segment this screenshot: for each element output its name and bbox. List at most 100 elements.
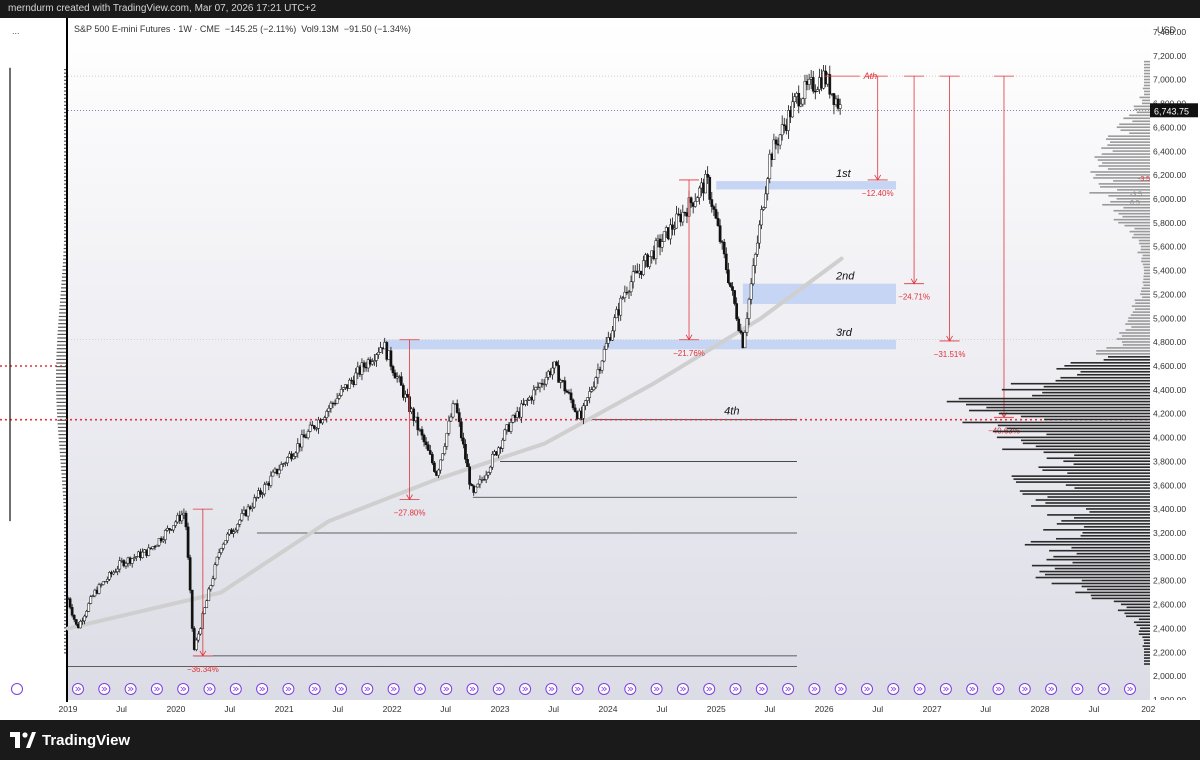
candle-body xyxy=(811,77,815,92)
bottom-bar xyxy=(0,720,1200,760)
candle-body xyxy=(416,416,420,431)
candle-body xyxy=(85,611,88,617)
volume-profile-bar xyxy=(1100,186,1150,188)
left-volume-bar xyxy=(57,423,66,425)
current-price-badge[interactable] xyxy=(1150,103,1198,118)
candle-body xyxy=(536,386,540,389)
candle-body xyxy=(87,603,91,612)
candle-body xyxy=(302,434,306,438)
candle-body xyxy=(186,526,190,558)
candle-body xyxy=(97,584,101,594)
volume-profile-bar xyxy=(966,403,1150,406)
change-value: −145.25 (−2.11%) xyxy=(224,24,297,34)
left-volume-bar xyxy=(56,383,66,386)
volume-profile-bar xyxy=(1043,451,1150,454)
price-tick-label: 3,000.00 xyxy=(1153,552,1186,562)
candle-body xyxy=(91,595,95,597)
candle-body xyxy=(370,361,374,365)
volume-profile-bar xyxy=(1136,624,1150,627)
candle-body xyxy=(737,318,741,331)
volume-profile-bar xyxy=(1021,439,1150,442)
candle-body xyxy=(134,556,138,558)
event-icon-glyph xyxy=(364,686,371,692)
volume-profile-bar xyxy=(1075,591,1150,594)
candle-body xyxy=(743,332,747,349)
candle-body xyxy=(654,240,658,260)
volume-profile-bar xyxy=(1087,588,1150,591)
left-event-icon[interactable] xyxy=(11,683,23,695)
volume-profile-bar xyxy=(1077,373,1150,376)
candle-body xyxy=(606,337,610,344)
volume-profile-bar xyxy=(1118,212,1150,215)
candle-body xyxy=(339,389,343,396)
candle-body xyxy=(791,101,794,118)
left-volume-bar xyxy=(64,584,66,586)
volume-profile-bar xyxy=(1143,278,1150,281)
candle-body xyxy=(83,615,86,622)
left-volume-bar xyxy=(64,129,66,132)
tradingview-logo-icon xyxy=(10,732,36,748)
volume-profile-bar xyxy=(1110,141,1150,143)
left-volume-bar xyxy=(64,136,66,139)
volume-profile-bar xyxy=(1144,657,1150,659)
candle-body xyxy=(611,330,614,341)
event-icon-glyph xyxy=(75,686,82,692)
event-icon-glyph xyxy=(1022,686,1028,692)
candle-body xyxy=(439,459,442,471)
volume-value: Vol9.13M xyxy=(301,24,339,34)
left-volume-bar xyxy=(60,462,66,464)
candle-body xyxy=(538,383,542,388)
candle-body xyxy=(209,585,213,590)
volume-profile-bar xyxy=(1142,281,1150,284)
candle-body xyxy=(753,254,757,266)
volume-profile-bar xyxy=(1144,66,1150,69)
candle-body xyxy=(445,433,449,447)
left-volume-bar xyxy=(64,154,66,157)
candle-body xyxy=(412,408,416,421)
candle-body xyxy=(451,403,455,418)
volume-profile-bar xyxy=(1006,427,1150,430)
drawdown-arrowhead xyxy=(874,174,882,181)
candle-body xyxy=(594,377,598,388)
left-volume-bar xyxy=(64,569,66,572)
candle-body xyxy=(803,81,807,99)
chart-svg[interactable]: 1st 2nd 3rd 4th −36.34% −27.80% −21.76% −12.40%… xyxy=(0,0,1200,720)
time-tick-label: 2021 xyxy=(275,704,294,714)
volume-profile-bar xyxy=(1065,484,1150,486)
drawdown-arrowhead xyxy=(946,335,953,342)
candle-body xyxy=(306,431,310,439)
candle-body xyxy=(749,283,753,300)
left-volume-bar xyxy=(56,401,66,403)
left-volume-bar xyxy=(56,408,66,411)
volume-profile-bar xyxy=(1035,499,1150,501)
candle-body xyxy=(751,265,755,285)
left-volume-bar xyxy=(64,230,66,232)
left-menu-icon[interactable]: ... xyxy=(12,26,20,36)
candle-body xyxy=(557,365,560,383)
event-icon-glyph xyxy=(417,686,424,692)
volume-profile-bar xyxy=(1035,445,1150,448)
volume-profile-bar xyxy=(1097,159,1150,161)
tradingview-logo[interactable]: TradingView xyxy=(10,729,130,751)
price-tick-label: 2,200.00 xyxy=(1153,647,1186,657)
volume-profile-bar xyxy=(1116,338,1150,340)
volume-profile-bar xyxy=(1135,302,1150,304)
candle-body xyxy=(234,529,238,533)
left-volume-bar xyxy=(64,201,66,203)
support-zone xyxy=(742,283,897,304)
volume-profile-bar xyxy=(1101,153,1150,155)
volume-profile-bar xyxy=(1011,475,1150,477)
symbol-name[interactable]: S&P 500 E-mini Futures · 1W · CME xyxy=(74,24,220,34)
left-volume-bar xyxy=(59,451,66,454)
volume-profile-bar xyxy=(1119,332,1150,334)
zone-label: 3rd xyxy=(836,327,853,339)
volume-profile-bar xyxy=(1142,254,1150,257)
candle-body xyxy=(629,281,633,293)
left-volume-bar xyxy=(64,237,66,239)
support-zone xyxy=(716,181,897,190)
candle-body xyxy=(768,153,772,179)
candle-body xyxy=(592,386,596,390)
left-volume-bar xyxy=(56,387,66,389)
candle-body xyxy=(443,446,447,454)
candle-body xyxy=(590,389,594,392)
